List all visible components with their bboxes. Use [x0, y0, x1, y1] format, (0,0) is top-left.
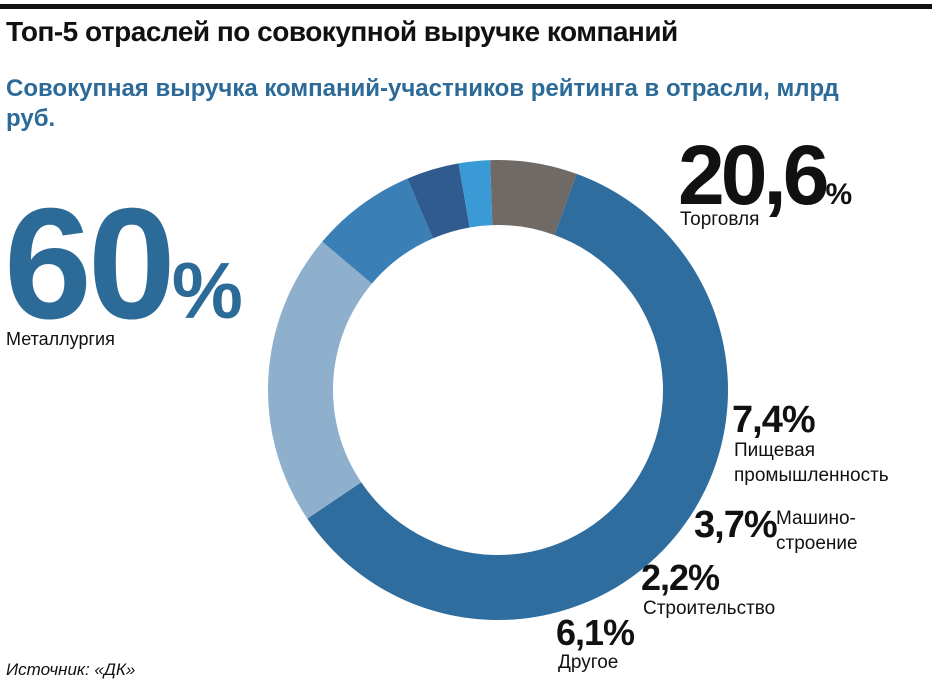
value-number: 2,2 [641, 557, 688, 598]
value-unit: % [172, 246, 243, 335]
donut-segment [490, 160, 577, 235]
category-label: Торговля [680, 209, 759, 230]
donut-segment [307, 173, 728, 620]
value-label: 20,6% [678, 128, 852, 222]
chart-subtitle: Совокупная выручка компаний-участников р… [6, 75, 839, 132]
chart-title: Топ-5 отраслей по совокупной выручке ком… [6, 16, 678, 47]
category-line: Пищевая [734, 440, 815, 461]
value-unit: % [744, 504, 778, 546]
category-line: промышленность [734, 465, 889, 486]
value-number: 3,7 [694, 504, 744, 546]
category-label: Металлургия [6, 329, 115, 349]
value-number: 7,4 [732, 399, 783, 441]
category-line: Торговля [680, 209, 759, 230]
top-rule [0, 4, 932, 9]
category-line: Металлургия [6, 329, 115, 349]
donut-segment [407, 163, 470, 239]
category-label: Строительство [643, 598, 775, 619]
value-label: 2,2% [641, 557, 720, 598]
value-label: 60% [4, 176, 243, 352]
category-line: строение [776, 533, 858, 554]
value-number: 60 [4, 176, 172, 352]
value-unit: % [826, 178, 853, 211]
category-line: Другое [558, 652, 618, 673]
value-unit: % [603, 612, 635, 653]
value-number: 6,1 [556, 612, 604, 653]
category-label: Другое [558, 652, 618, 673]
donut-segment [322, 178, 433, 284]
category-line: Строительство [643, 598, 775, 619]
category-label: Пищевая промышленность [734, 440, 889, 486]
source: Источник: «ДК» [6, 660, 136, 679]
value-label: 7,4% [732, 399, 816, 441]
value-label: 3,7% [694, 504, 778, 546]
value-label: 6,1% [556, 612, 635, 653]
value-unit: % [688, 557, 720, 598]
category-line: Машино- [776, 508, 856, 529]
value-number: 20,6 [678, 128, 827, 222]
category-label: Машино-строение [776, 508, 858, 554]
value-unit: % [782, 399, 816, 441]
donut-segment [268, 241, 372, 519]
donut-segment [458, 160, 493, 228]
